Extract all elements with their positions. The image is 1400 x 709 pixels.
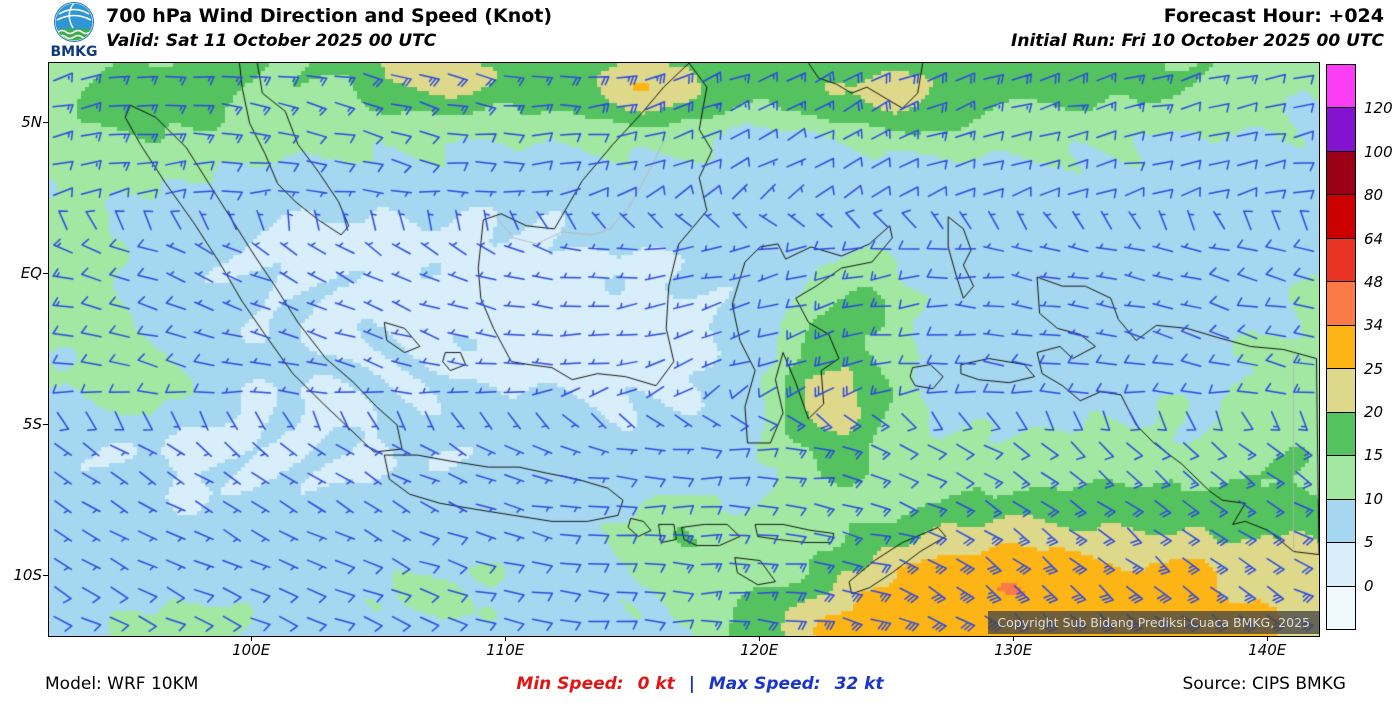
color-scale-label: 15 — [1364, 446, 1384, 465]
color-scale-label: 25 — [1364, 359, 1384, 378]
x-tick-mark — [1267, 636, 1269, 641]
color-scale-label: 20 — [1364, 403, 1384, 422]
footer: Model: WRF 10KM Min Speed: 0 kt | Max Spe… — [0, 660, 1400, 709]
min-speed-value: 0 kt — [637, 674, 675, 694]
x-tick-label: 140E — [1248, 641, 1287, 659]
speed-summary: Min Speed: 0 kt | Max Speed: 32 kt — [516, 674, 883, 694]
x-tick-mark — [251, 636, 253, 641]
color-scale-label: 0 — [1364, 576, 1374, 595]
x-tick-label: 100E — [232, 641, 271, 659]
color-scale-block — [1327, 586, 1355, 630]
color-scale-label: 64 — [1364, 229, 1384, 248]
header: BMKG 700 hPa Wind Direction and Speed (K… — [0, 0, 1400, 60]
valid-time: Valid: Sat 11 October 2025 00 UTC — [106, 31, 437, 51]
y-tick-mark — [43, 273, 48, 275]
color-scale-block — [1327, 499, 1355, 544]
y-tick-mark — [43, 423, 48, 425]
color-scale-label: 120 — [1364, 99, 1393, 118]
x-tick-mark — [505, 636, 507, 641]
color-scale-block — [1327, 238, 1355, 283]
model-label: Model: WRF 10KM — [45, 674, 199, 694]
x-tick-label: 120E — [740, 641, 779, 659]
bmkg-logo: BMKG — [36, 1, 112, 64]
source-label: Source: CIPS BMKG — [1182, 674, 1346, 694]
initial-run: Initial Run: Fri 10 October 2025 00 UTC — [1011, 31, 1384, 51]
color-scale-block — [1327, 65, 1355, 109]
color-scale-label: 100 — [1364, 142, 1393, 161]
color-scale-block — [1327, 325, 1355, 370]
color-scale-block — [1327, 543, 1355, 587]
min-speed-label: Min Speed: — [516, 674, 624, 694]
max-speed-value: 32 kt — [834, 674, 884, 694]
y-tick-mark — [43, 122, 48, 124]
color-scale-label: 5 — [1364, 533, 1374, 552]
color-scale-block — [1327, 108, 1355, 152]
wind-map: Copyright Sub Bidang Prediksi Cuaca BMKG… — [48, 62, 1320, 637]
page-title: 700 hPa Wind Direction and Speed (Knot) — [106, 5, 553, 27]
y-tick-label: 10S — [13, 565, 42, 584]
color-scale-block — [1327, 195, 1355, 239]
color-scale-bar — [1326, 64, 1356, 630]
title-block: 700 hPa Wind Direction and Speed (Knot) … — [106, 3, 552, 53]
copyright-note: Copyright Sub Bidang Prediksi Cuaca BMKG… — [988, 611, 1319, 634]
forecast-hour: Forecast Hour: +024 — [1163, 5, 1384, 27]
bmkg-logo-text: BMKG — [51, 44, 98, 60]
color-scale-block — [1327, 151, 1355, 196]
color-scale-block — [1327, 412, 1355, 457]
y-tick-mark — [43, 574, 48, 576]
y-tick-label: EQ — [20, 264, 42, 283]
y-tick-label: 5S — [22, 414, 42, 433]
speed-separator: | — [688, 674, 695, 694]
bmkg-logo-icon: BMKG — [51, 2, 98, 60]
color-scale-label: 34 — [1364, 316, 1384, 335]
color-scale-label: 48 — [1364, 272, 1384, 291]
x-tick-mark — [1013, 636, 1015, 641]
color-scale-label: 10 — [1364, 489, 1384, 508]
color-scale-block — [1327, 369, 1355, 413]
color-scale-block — [1327, 282, 1355, 326]
color-scale-label: 80 — [1364, 186, 1384, 205]
x-tick-label: 130E — [994, 641, 1033, 659]
x-tick-label: 110E — [486, 641, 525, 659]
wind-map-canvas — [49, 63, 1319, 636]
run-info-block: Forecast Hour: +024 Initial Run: Fri 10 … — [1011, 3, 1384, 53]
y-tick-label: 5N — [21, 113, 42, 132]
x-tick-mark — [759, 636, 761, 641]
max-speed-label: Max Speed: — [708, 674, 821, 694]
color-scale-block — [1327, 456, 1355, 500]
